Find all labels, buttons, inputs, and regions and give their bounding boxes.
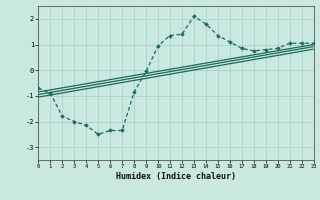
X-axis label: Humidex (Indice chaleur): Humidex (Indice chaleur) (116, 172, 236, 181)
